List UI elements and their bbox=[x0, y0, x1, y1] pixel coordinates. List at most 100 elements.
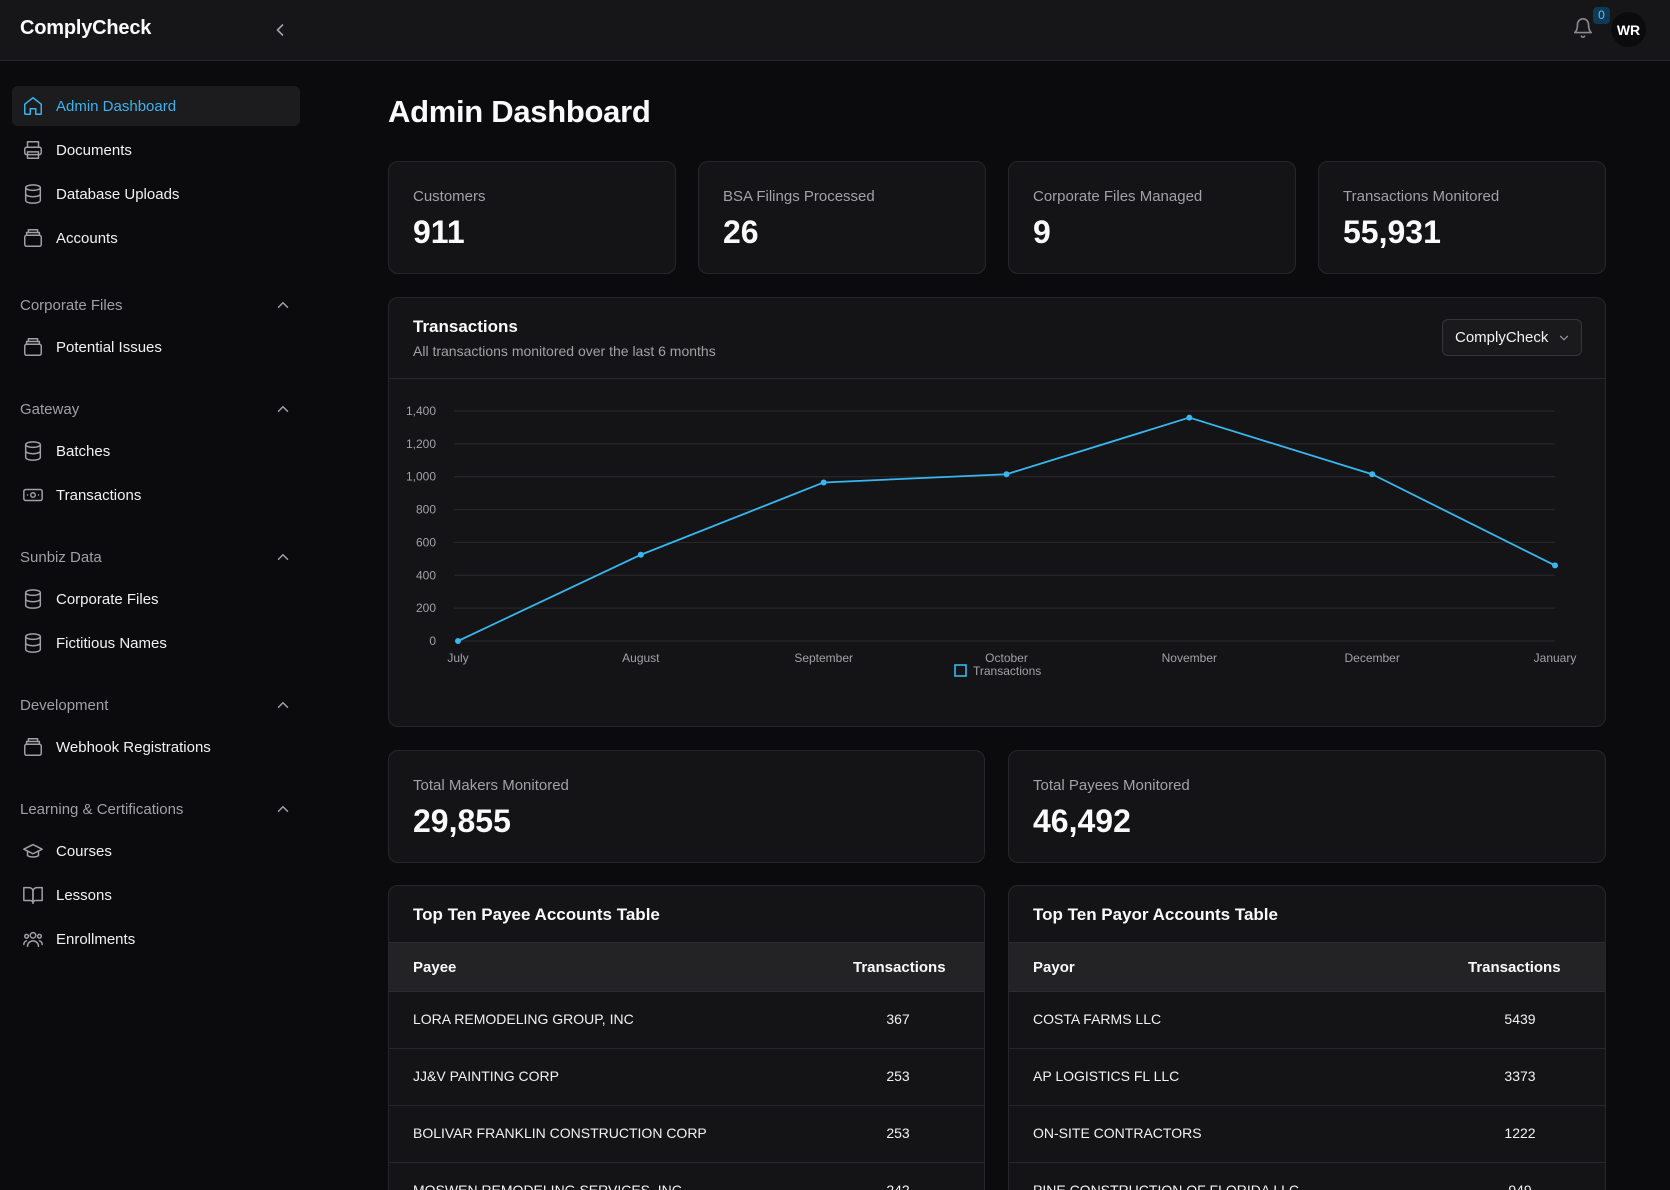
stat-label: Corporate Files Managed bbox=[1033, 188, 1203, 205]
stat-card-bsa-filings: BSA Filings Processed 26 bbox=[698, 161, 986, 274]
table-row[interactable]: LORA REMODELING GROUP, INC 367 bbox=[389, 992, 984, 1049]
chevron-down-icon bbox=[1559, 335, 1569, 341]
column-header-payor[interactable]: Payor bbox=[1033, 959, 1075, 976]
sidebar-item-documents[interactable]: Documents bbox=[12, 130, 300, 170]
account-name-cell: AP LOGISTICS FL LLC bbox=[1033, 1068, 1180, 1084]
account-name-cell: LORA REMODELING GROUP, INC bbox=[413, 1011, 634, 1027]
x-tick-label: August bbox=[622, 651, 660, 665]
sidebar-item-label: Database Uploads bbox=[56, 185, 180, 203]
stat-value: 26 bbox=[723, 214, 759, 250]
notifications-button[interactable] bbox=[1572, 17, 1596, 41]
chevron-up-icon bbox=[277, 806, 289, 812]
sidebar-item-transactions[interactable]: Transactions bbox=[12, 475, 300, 515]
sidebar-item-accounts[interactable]: Accounts bbox=[12, 218, 300, 258]
sidebar-group-learning-and-certifications[interactable]: Learning & Certifications bbox=[20, 795, 292, 823]
sidebar-item-label: Potential Issues bbox=[56, 338, 162, 356]
stat-label: Total Makers Monitored bbox=[413, 777, 569, 794]
x-tick-label: October bbox=[985, 651, 1028, 665]
account-name-cell: PINE CONSTRUCTION OF FLORIDA LLC bbox=[1033, 1182, 1300, 1190]
chevron-up-icon bbox=[277, 302, 289, 308]
sidebar-item-batches[interactable]: Batches bbox=[12, 431, 300, 471]
sidebar-item-corporate-files[interactable]: Corporate Files bbox=[12, 579, 300, 619]
stat-label: Total Payees Monitored bbox=[1033, 777, 1190, 794]
legend-label: Transactions bbox=[973, 664, 1041, 678]
stat-label: Transactions Monitored bbox=[1343, 188, 1500, 205]
brand-logo[interactable]: ComplyCheck bbox=[20, 17, 152, 39]
stat-value: 29,855 bbox=[413, 803, 511, 839]
y-tick-label: 0 bbox=[429, 634, 436, 648]
y-tick-label: 1,000 bbox=[406, 470, 436, 484]
data-point bbox=[637, 551, 644, 558]
stat-card-customers: Customers 911 bbox=[388, 161, 676, 274]
sidebar-item-webhook-registrations[interactable]: Webhook Registrations bbox=[12, 727, 300, 767]
table-row[interactable]: BOLIVAR FRANKLIN CONSTRUCTION CORP 253 bbox=[389, 1106, 984, 1163]
page-title: Admin Dashboard bbox=[388, 94, 651, 129]
sidebar-item-database-uploads[interactable]: Database Uploads bbox=[12, 174, 300, 214]
source-select-value: ComplyCheck bbox=[1455, 329, 1549, 346]
sidebar-item-lessons[interactable]: Lessons bbox=[12, 875, 300, 915]
table-row[interactable]: MOSWEN REMODELING SERVICES, INC 242 bbox=[389, 1163, 984, 1190]
sidebar-group-sunbiz-data[interactable]: Sunbiz Data bbox=[20, 543, 292, 571]
x-tick-label: September bbox=[794, 651, 853, 665]
source-select[interactable]: ComplyCheck bbox=[1442, 319, 1582, 356]
sidebar-item-label: Enrollments bbox=[56, 930, 136, 948]
payee-accounts-table: Top Ten Payee Accounts Table Payee Trans… bbox=[388, 885, 985, 1190]
data-point bbox=[1003, 471, 1010, 478]
sidebar-item-potential-issues[interactable]: Potential Issues bbox=[12, 327, 300, 367]
stat-value: 55,931 bbox=[1343, 214, 1441, 250]
table-header: Payee Transactions bbox=[389, 942, 984, 992]
user-avatar[interactable]: WR bbox=[1611, 12, 1646, 47]
column-header-transactions[interactable]: Transactions bbox=[1468, 959, 1561, 976]
sidebar-item-label: Webhook Registrations bbox=[56, 738, 211, 756]
stat-value: 911 bbox=[413, 214, 465, 250]
chart-subtitle: All transactions monitored over the last… bbox=[413, 343, 716, 359]
data-point bbox=[455, 638, 461, 644]
data-point bbox=[820, 479, 827, 486]
table-title: Top Ten Payor Accounts Table bbox=[1033, 905, 1278, 924]
sidebar-item-enrollments[interactable]: Enrollments bbox=[12, 919, 300, 959]
collapse-sidebar-button[interactable] bbox=[268, 18, 292, 42]
sidebar-group-development[interactable]: Development bbox=[20, 691, 292, 719]
x-tick-label: November bbox=[1162, 651, 1217, 665]
transactions-count-cell: 253 bbox=[886, 1068, 910, 1084]
account-name-cell: COSTA FARMS LLC bbox=[1033, 1011, 1162, 1027]
table-row[interactable]: JJ&V PAINTING CORP 253 bbox=[389, 1049, 984, 1106]
sidebar-group-gateway[interactable]: Gateway bbox=[20, 395, 292, 423]
table-row[interactable]: AP LOGISTICS FL LLC 3373 bbox=[1009, 1049, 1605, 1106]
stat-card-makers-monitored: Total Makers Monitored 29,855 bbox=[388, 750, 985, 863]
y-tick-label: 800 bbox=[416, 503, 436, 517]
transactions-count-cell: 242 bbox=[886, 1182, 910, 1190]
sidebar-item-label: Corporate Files bbox=[56, 590, 159, 608]
account-name-cell: ON-SITE CONTRACTORS bbox=[1033, 1125, 1202, 1141]
column-header-transactions[interactable]: Transactions bbox=[853, 959, 946, 976]
table-title: Top Ten Payee Accounts Table bbox=[413, 905, 660, 924]
stat-card-transactions-monitored: Transactions Monitored 55,931 bbox=[1318, 161, 1606, 274]
transactions-chart-card: Transactions All transactions monitored … bbox=[388, 297, 1606, 727]
archive-icon bbox=[24, 338, 42, 356]
transactions-count-cell: 3373 bbox=[1504, 1068, 1536, 1084]
chevron-up-icon bbox=[277, 702, 289, 708]
y-tick-label: 200 bbox=[416, 601, 436, 615]
column-header-payee[interactable]: Payee bbox=[413, 959, 457, 976]
bell-icon bbox=[1573, 18, 1593, 38]
sidebar-group-label: Development bbox=[20, 696, 109, 714]
transactions-count-cell: 1222 bbox=[1504, 1125, 1536, 1141]
table-row[interactable]: COSTA FARMS LLC 5439 bbox=[1009, 992, 1605, 1049]
transactions-count-cell: 253 bbox=[886, 1125, 910, 1141]
table-row[interactable]: ON-SITE CONTRACTORS 1222 bbox=[1009, 1106, 1605, 1163]
sidebar-item-fictitious-names[interactable]: Fictitious Names bbox=[12, 623, 300, 663]
y-tick-label: 600 bbox=[416, 535, 436, 549]
notification-count-badge: 0 bbox=[1593, 7, 1610, 24]
sidebar-group-corporate-files[interactable]: Corporate Files bbox=[20, 291, 292, 319]
chevron-left-icon bbox=[276, 24, 284, 36]
sidebar-item-admin-dashboard[interactable]: Admin Dashboard bbox=[12, 86, 300, 126]
sidebar-item-label: Accounts bbox=[56, 229, 118, 247]
chart-title: Transactions bbox=[413, 317, 518, 336]
stat-value: 46,492 bbox=[1033, 803, 1131, 839]
data-point bbox=[1369, 471, 1376, 478]
sidebar-item-courses[interactable]: Courses bbox=[12, 831, 300, 871]
sidebar-group-label: Sunbiz Data bbox=[20, 548, 102, 566]
x-tick-label: January bbox=[1534, 651, 1577, 665]
table-row[interactable]: PINE CONSTRUCTION OF FLORIDA LLC 949 bbox=[1009, 1163, 1605, 1190]
database-icon bbox=[24, 184, 42, 204]
